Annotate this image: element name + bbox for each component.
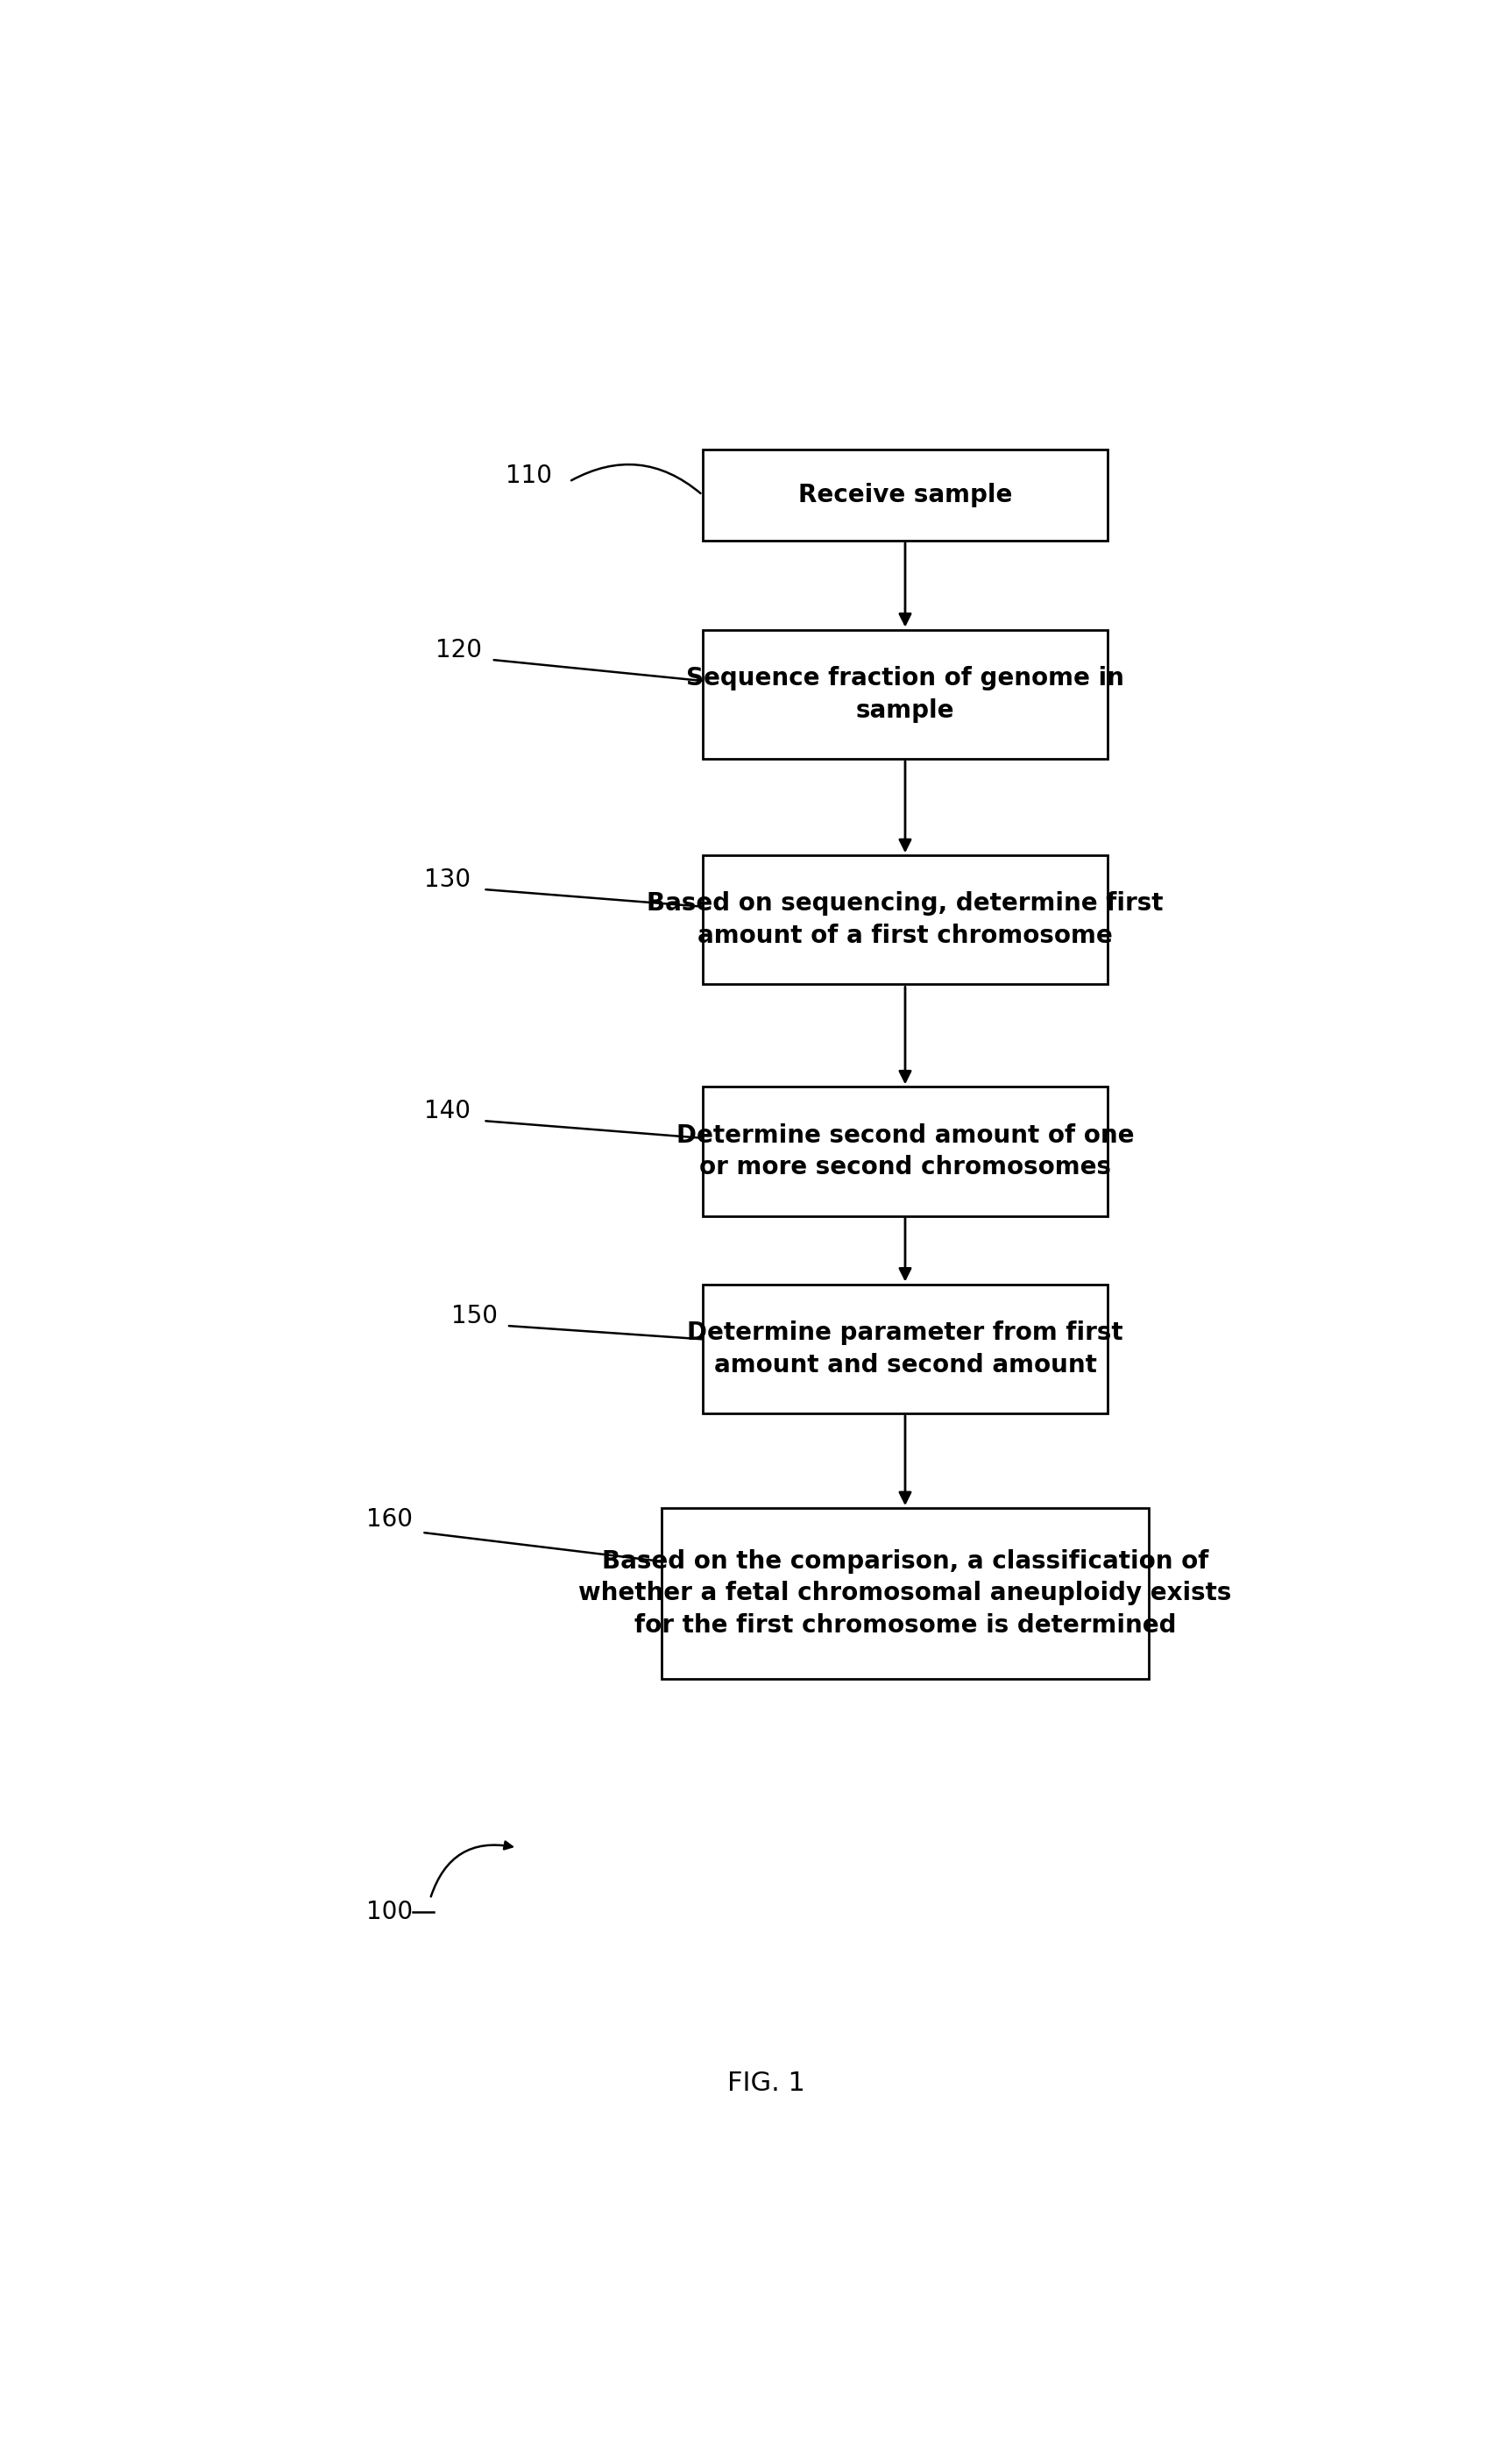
Bar bbox=[662, 1508, 1147, 1678]
Text: 140: 140 bbox=[424, 1099, 471, 1124]
Text: Based on sequencing, determine first
amount of a first chromosome: Based on sequencing, determine first amo… bbox=[647, 892, 1162, 949]
Bar bbox=[702, 1284, 1107, 1414]
Text: Receive sample: Receive sample bbox=[798, 483, 1011, 508]
Text: 130: 130 bbox=[424, 867, 471, 892]
Bar bbox=[702, 448, 1107, 540]
Text: 160: 160 bbox=[366, 1508, 412, 1533]
Text: Based on the comparison, a classification of
whether a fetal chromosomal aneuplo: Based on the comparison, a classificatio… bbox=[578, 1550, 1231, 1639]
Text: Sequence fraction of genome in
sample: Sequence fraction of genome in sample bbox=[686, 665, 1123, 722]
Bar bbox=[702, 855, 1107, 986]
Text: 150: 150 bbox=[451, 1303, 498, 1328]
Text: 110: 110 bbox=[505, 463, 551, 488]
Text: FIG. 1: FIG. 1 bbox=[726, 2070, 805, 2094]
Text: Determine second amount of one
or more second chromosomes: Determine second amount of one or more s… bbox=[675, 1124, 1134, 1180]
Text: Determine parameter from first
amount and second amount: Determine parameter from first amount an… bbox=[687, 1321, 1122, 1377]
Bar bbox=[702, 1087, 1107, 1215]
Text: 100: 100 bbox=[366, 1900, 412, 1924]
Bar bbox=[702, 631, 1107, 759]
Text: 120: 120 bbox=[436, 638, 483, 663]
